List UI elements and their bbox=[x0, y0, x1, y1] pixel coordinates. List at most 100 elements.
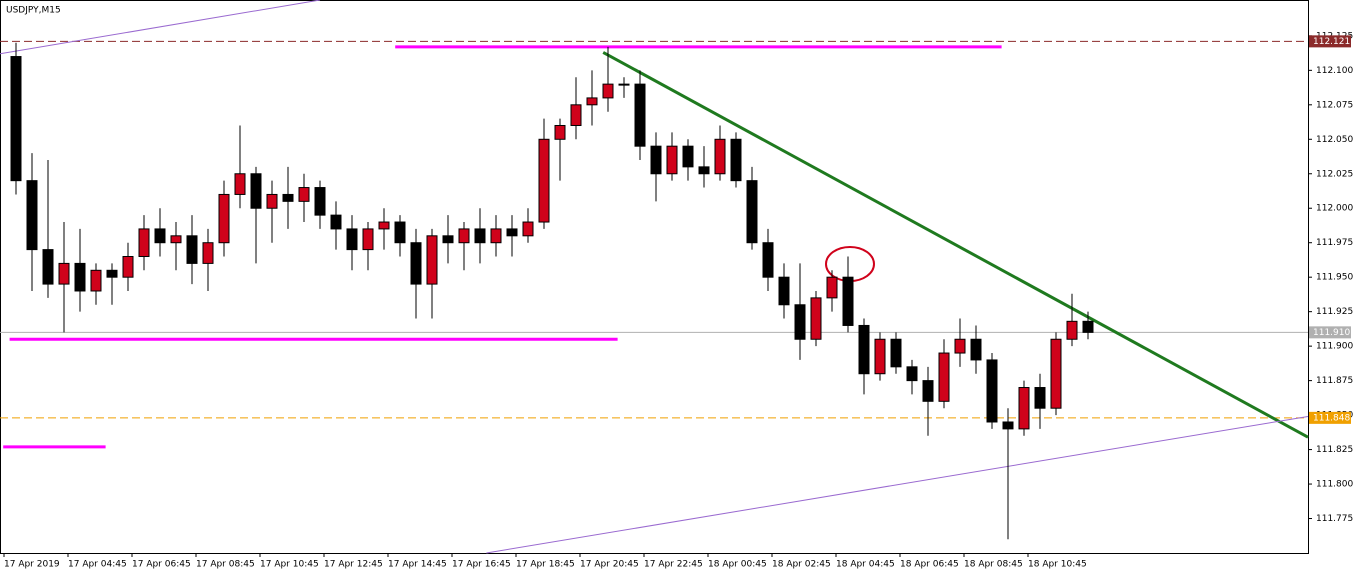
candle-body bbox=[826, 276, 838, 299]
candle-body bbox=[986, 359, 998, 423]
candle-body bbox=[330, 214, 342, 230]
candle-body bbox=[10, 56, 22, 182]
candle-body bbox=[858, 324, 870, 375]
candle-body bbox=[666, 145, 678, 175]
candle-body bbox=[26, 180, 38, 251]
candle-body bbox=[602, 83, 614, 99]
candle-body bbox=[74, 262, 86, 292]
y-tick-label: 111.800 bbox=[1316, 480, 1353, 490]
candle-body bbox=[522, 221, 534, 237]
candle-body bbox=[298, 187, 310, 202]
x-tick-label: 17 Apr 10:45 bbox=[260, 560, 319, 570]
candle-body bbox=[394, 221, 406, 244]
x-tick-label: 18 Apr 00:45 bbox=[708, 560, 767, 570]
price-tag bbox=[1309, 411, 1351, 424]
candle-body bbox=[1066, 320, 1078, 340]
candle-body bbox=[698, 166, 710, 175]
candle-body bbox=[346, 228, 358, 251]
candle-body bbox=[234, 173, 246, 195]
candle-body bbox=[538, 138, 550, 223]
candle-body bbox=[282, 193, 294, 202]
candle-body bbox=[842, 276, 854, 326]
candle-body bbox=[474, 228, 486, 244]
candle-body bbox=[1018, 387, 1030, 430]
y-tick-label: 111.975 bbox=[1316, 238, 1353, 248]
y-tick-label: 111.825 bbox=[1316, 445, 1353, 455]
trend-line bbox=[602, 51, 1309, 439]
price-tag bbox=[1309, 326, 1351, 339]
candle-body bbox=[202, 242, 214, 264]
candle-body bbox=[714, 138, 726, 175]
candle-body bbox=[90, 269, 102, 292]
x-tick-label: 17 Apr 22:45 bbox=[644, 560, 703, 570]
candle-body bbox=[586, 97, 598, 106]
candle-body bbox=[1034, 387, 1046, 409]
y-tick-label: 111.925 bbox=[1316, 307, 1353, 317]
plot-frame bbox=[0, 0, 1309, 554]
price-tag-label: 112.121 bbox=[1313, 37, 1350, 47]
x-tick-label: 17 Apr 06:45 bbox=[132, 560, 191, 570]
y-tick-label: 112.000 bbox=[1316, 204, 1353, 214]
candle-body bbox=[122, 256, 134, 278]
x-tick-label: 18 Apr 06:45 bbox=[900, 560, 959, 570]
x-tick-label: 18 Apr 04:45 bbox=[836, 560, 895, 570]
candle-body bbox=[922, 380, 934, 402]
candle-body bbox=[970, 338, 982, 361]
candle-body bbox=[1050, 338, 1062, 409]
candle-body bbox=[874, 338, 886, 375]
candle-body bbox=[794, 304, 806, 340]
x-tick-label: 17 Apr 04:45 bbox=[68, 560, 127, 570]
candle-body bbox=[442, 235, 454, 244]
candle-body bbox=[650, 145, 662, 175]
candle-body bbox=[106, 269, 118, 278]
x-tick-label: 17 Apr 2019 bbox=[4, 560, 60, 570]
x-tick-label: 17 Apr 18:45 bbox=[516, 560, 575, 570]
candle-body bbox=[314, 187, 326, 216]
candle-body bbox=[186, 235, 198, 264]
y-tick-label: 111.950 bbox=[1316, 273, 1353, 283]
candle-body bbox=[554, 124, 566, 140]
candle-body bbox=[618, 83, 630, 86]
candle-body bbox=[362, 228, 374, 251]
candle-body bbox=[570, 104, 582, 126]
candle-body bbox=[378, 221, 390, 230]
trend-line bbox=[0, 0, 321, 55]
candle-body bbox=[1082, 320, 1094, 333]
candle-body bbox=[746, 180, 758, 244]
candle-body bbox=[490, 228, 502, 244]
y-tick-label: 112.025 bbox=[1316, 169, 1353, 179]
candle-body bbox=[506, 228, 518, 237]
y-tick-label: 111.900 bbox=[1316, 342, 1353, 352]
candle-body bbox=[762, 242, 774, 278]
price-tag-label: 111.910 bbox=[1313, 328, 1350, 338]
chart-title: USDJPY,M15 bbox=[6, 6, 61, 16]
x-tick-label: 17 Apr 16:45 bbox=[452, 560, 511, 570]
y-tick-label: 112.075 bbox=[1316, 100, 1353, 110]
candle-body bbox=[170, 235, 182, 244]
candle-body bbox=[154, 228, 166, 244]
candle-body bbox=[266, 193, 278, 209]
trend-line bbox=[486, 415, 1309, 554]
x-tick-label: 18 Apr 10:45 bbox=[1028, 560, 1087, 570]
candle-body bbox=[778, 276, 790, 306]
candle-body bbox=[458, 228, 470, 244]
candle-body bbox=[682, 145, 694, 168]
y-tick-label: 111.875 bbox=[1316, 376, 1353, 386]
candle-body bbox=[634, 83, 646, 147]
x-tick-label: 17 Apr 12:45 bbox=[324, 560, 383, 570]
candle-body bbox=[1002, 421, 1014, 430]
price-tag bbox=[1309, 35, 1351, 48]
candle-body bbox=[410, 242, 422, 285]
candle-body bbox=[730, 138, 742, 182]
price-tag-label: 111.848 bbox=[1313, 413, 1350, 423]
y-tick-label: 112.050 bbox=[1316, 135, 1353, 145]
y-tick-label: 111.775 bbox=[1316, 514, 1353, 524]
x-tick-label: 18 Apr 02:45 bbox=[772, 560, 831, 570]
x-tick-label: 17 Apr 08:45 bbox=[196, 560, 255, 570]
candle-body bbox=[426, 235, 438, 285]
candle-body bbox=[250, 173, 262, 209]
candle-body bbox=[810, 297, 822, 340]
candle-body bbox=[938, 352, 950, 402]
x-tick-label: 17 Apr 20:45 bbox=[580, 560, 639, 570]
